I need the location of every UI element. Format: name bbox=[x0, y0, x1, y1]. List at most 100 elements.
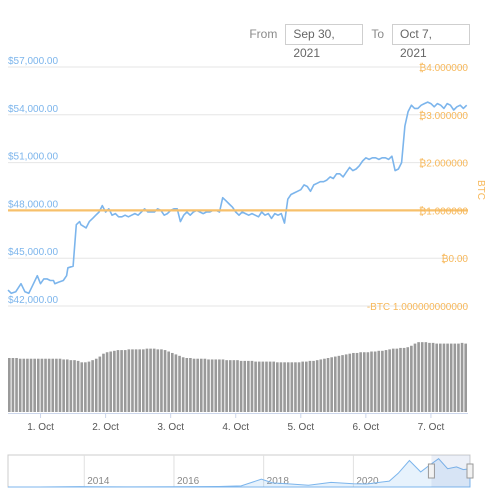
x-tick-label: 6. Oct bbox=[353, 422, 380, 433]
volume-bar bbox=[170, 352, 174, 412]
volume-bar bbox=[98, 356, 102, 412]
volume-bar bbox=[218, 359, 221, 412]
grid bbox=[8, 66, 468, 307]
volume-bar bbox=[355, 352, 359, 412]
volume-bar bbox=[370, 351, 373, 412]
volume-bar bbox=[330, 357, 333, 412]
volume-bar bbox=[123, 350, 127, 412]
volume-bar bbox=[247, 360, 250, 412]
navigator-tick-label: 2020 bbox=[356, 476, 379, 487]
volume-bar bbox=[160, 349, 163, 412]
volume-bar bbox=[44, 358, 47, 412]
volume-bar bbox=[232, 360, 236, 412]
volume-bar bbox=[210, 359, 214, 412]
from-date-input[interactable]: Sep 30, 2021 bbox=[285, 23, 364, 60]
volume-bar bbox=[76, 360, 80, 412]
volume-bar bbox=[272, 361, 276, 412]
volume-bar bbox=[29, 358, 33, 412]
volume-bar bbox=[305, 361, 308, 412]
to-date-input[interactable]: Oct 7, 2021 bbox=[392, 23, 470, 60]
volume-bar bbox=[65, 359, 69, 412]
volume-bar bbox=[185, 358, 189, 412]
volume-bar bbox=[11, 358, 15, 412]
volume-bar bbox=[337, 355, 341, 412]
volume-bar bbox=[428, 342, 431, 412]
x-tick-label: 7. Oct bbox=[418, 422, 445, 433]
volume-bar bbox=[442, 343, 446, 412]
left-y-tick-label: $48,000.00 bbox=[8, 199, 58, 210]
x-tick-label: 4. Oct bbox=[222, 422, 249, 433]
volume-bar bbox=[388, 349, 391, 412]
volume-bar bbox=[84, 362, 87, 412]
volume-bar bbox=[8, 358, 11, 412]
volume-bar bbox=[250, 360, 254, 412]
volume-bar bbox=[225, 360, 228, 412]
volume-bar bbox=[221, 359, 225, 412]
volume-bar bbox=[174, 354, 178, 412]
volume-bar bbox=[94, 358, 98, 412]
volume-bar bbox=[149, 348, 152, 412]
volume-bar bbox=[69, 360, 73, 412]
volume-bar bbox=[352, 352, 355, 412]
from-label: From bbox=[249, 27, 278, 41]
volume-bar bbox=[181, 357, 185, 412]
volume-bar bbox=[420, 342, 424, 412]
volume-bar bbox=[163, 350, 167, 412]
date-range-selector: From Sep 30, 2021 To Oct 7, 2021 bbox=[249, 23, 470, 60]
volume-bar bbox=[199, 358, 203, 412]
left-y-tick-label: $45,000.00 bbox=[8, 247, 58, 258]
volume-bar bbox=[362, 352, 366, 412]
volume-bar bbox=[189, 358, 192, 412]
volume-bar bbox=[214, 359, 218, 412]
right-y-tick-label: ₿4.000000 bbox=[419, 62, 469, 74]
volume-bar bbox=[391, 348, 395, 412]
volume-bars bbox=[8, 342, 467, 412]
volume-bar bbox=[33, 358, 36, 412]
volume-bar bbox=[127, 349, 131, 412]
volume-bar bbox=[109, 351, 113, 412]
volume-bar bbox=[377, 350, 381, 412]
volume-bar bbox=[359, 352, 362, 412]
volume-bar bbox=[73, 360, 76, 412]
navigator-tick-label: 2016 bbox=[177, 476, 200, 487]
volume-bar bbox=[261, 361, 265, 412]
volume-bar bbox=[453, 343, 457, 412]
volume-bar bbox=[120, 350, 123, 412]
volume-bar bbox=[326, 358, 330, 412]
volume-bar bbox=[145, 348, 149, 412]
volume-bar bbox=[460, 342, 464, 412]
volume-bar bbox=[341, 355, 344, 412]
x-axis: 1. Oct 2. Oct 3. Oct 4. Oct 5. Oct 6. Oct 7. O… bbox=[8, 413, 468, 433]
volume-bar bbox=[435, 343, 439, 412]
volume-bar bbox=[228, 360, 232, 412]
volume-bar bbox=[323, 358, 326, 412]
to-label: To bbox=[371, 27, 384, 41]
navigator-tick-label: 2014 bbox=[87, 476, 110, 487]
right-y-tick-label: ₿0.00 bbox=[441, 253, 468, 265]
navigator-area bbox=[8, 458, 471, 488]
right-y-axis: ₿4.000000 ₿3.000000 ₿2.000000 ₿1.000000 ₿0.0… bbox=[367, 62, 469, 313]
right-y-tick-label: ₿3.000000 bbox=[419, 110, 469, 122]
right-y-tick-label: ₿2.000000 bbox=[419, 158, 469, 170]
right-y-tick-label: ₿1.000000 bbox=[419, 205, 469, 217]
volume-bar bbox=[152, 348, 156, 412]
volume-bar bbox=[402, 347, 406, 412]
volume-bar bbox=[62, 359, 65, 412]
volume-bar bbox=[366, 352, 370, 412]
volume-bar bbox=[58, 358, 62, 412]
left-y-tick-label: $57,000.00 bbox=[8, 56, 58, 67]
volume-bar bbox=[439, 343, 442, 412]
volume-bar bbox=[344, 354, 348, 412]
navigator[interactable]: 2014 2016 2018 2020 bbox=[7, 454, 474, 488]
x-tick-label: 1. Oct bbox=[27, 422, 54, 433]
volume-bar bbox=[239, 360, 243, 412]
volume-bar bbox=[286, 362, 290, 412]
volume-bar bbox=[290, 362, 294, 412]
left-y-tick-label: $51,000.00 bbox=[8, 152, 58, 163]
left-y-tick-label: $42,000.00 bbox=[8, 295, 58, 306]
price-series bbox=[7, 101, 468, 295]
volume-bar bbox=[178, 355, 181, 412]
volume-bar bbox=[257, 361, 261, 412]
volume-bar bbox=[373, 351, 377, 412]
volume-bar bbox=[413, 343, 417, 412]
